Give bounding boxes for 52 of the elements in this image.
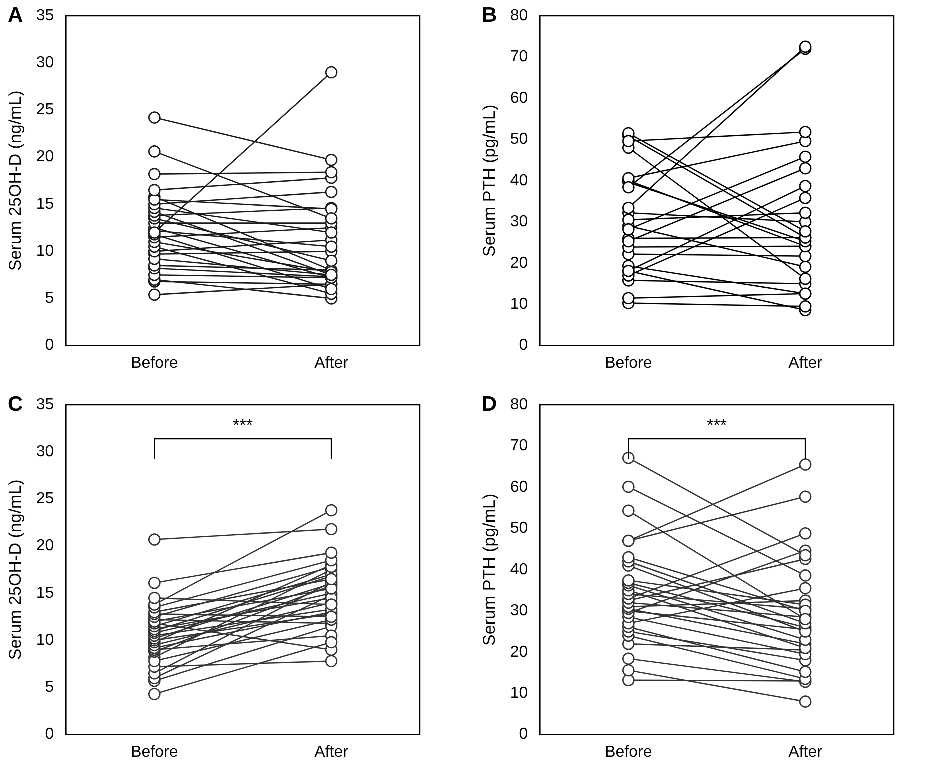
x-tick-label: After [314, 354, 350, 372]
y-tick-label: 5 [45, 290, 54, 308]
y-axis-title: Serum 25OH-D (ng/mL) [6, 90, 25, 272]
y-tick-label: 60 [510, 90, 528, 107]
y-tick-label: 50 [510, 131, 528, 148]
x-tick-label: After [314, 744, 350, 761]
y-tick-label: 30 [36, 444, 54, 461]
y-tick-label: 70 [510, 438, 528, 455]
chart-title: D [482, 393, 498, 417]
y-tick-label: 0 [519, 726, 528, 744]
y-tick-label: 25 [36, 102, 54, 119]
x-tick-label: Before [605, 354, 652, 372]
y-tick-label: 20 [510, 644, 528, 661]
y-tick-label: 30 [36, 54, 54, 72]
annotation: *** [707, 416, 728, 436]
y-tick-label: 10 [510, 684, 528, 702]
chart-title: B [482, 4, 498, 28]
y-tick-label: 80 [510, 7, 528, 24]
y-tick-label: 0 [45, 726, 54, 744]
x-tick-label: After [788, 744, 824, 761]
y-tick-label: 80 [510, 396, 528, 414]
y-tick-label: 25 [36, 490, 54, 508]
y-tick-label: 35 [36, 396, 54, 414]
chart-title: A [8, 4, 24, 28]
y-tick-label: 35 [36, 7, 54, 24]
y-axis-title: Serum PTH (pg/mL) [480, 494, 499, 646]
y-tick-label: 20 [36, 538, 54, 555]
x-tick-label: Before [605, 744, 652, 761]
x-tick-label: Before [131, 354, 178, 372]
y-tick-label: 0 [45, 337, 54, 354]
y-tick-label: 10 [36, 242, 54, 260]
y-tick-label: 15 [36, 196, 54, 213]
y-tick-label: 60 [510, 478, 528, 496]
y-tick-label: 20 [510, 254, 528, 272]
y-tick-label: 15 [36, 584, 54, 602]
x-tick-label: After [788, 354, 824, 372]
y-tick-label: 10 [36, 632, 54, 649]
y-tick-label: 40 [510, 561, 528, 578]
y-tick-label: 20 [36, 148, 54, 166]
y-axis-title: Serum 25OH-D (ng/mL) [6, 480, 25, 660]
y-tick-label: 5 [45, 679, 54, 696]
y-tick-label: 70 [510, 48, 528, 66]
y-tick-label: 50 [510, 520, 528, 538]
y-tick-label: 30 [510, 602, 528, 620]
chart-title: C [8, 393, 24, 417]
y-axis-title: Serum PTH (pg/mL) [480, 104, 499, 257]
x-tick-label: Before [131, 744, 178, 761]
y-tick-label: 40 [510, 172, 528, 190]
y-tick-label: 10 [510, 296, 528, 313]
annotation: *** [233, 416, 254, 436]
y-tick-label: 30 [510, 214, 528, 231]
y-tick-label: 0 [519, 337, 528, 354]
